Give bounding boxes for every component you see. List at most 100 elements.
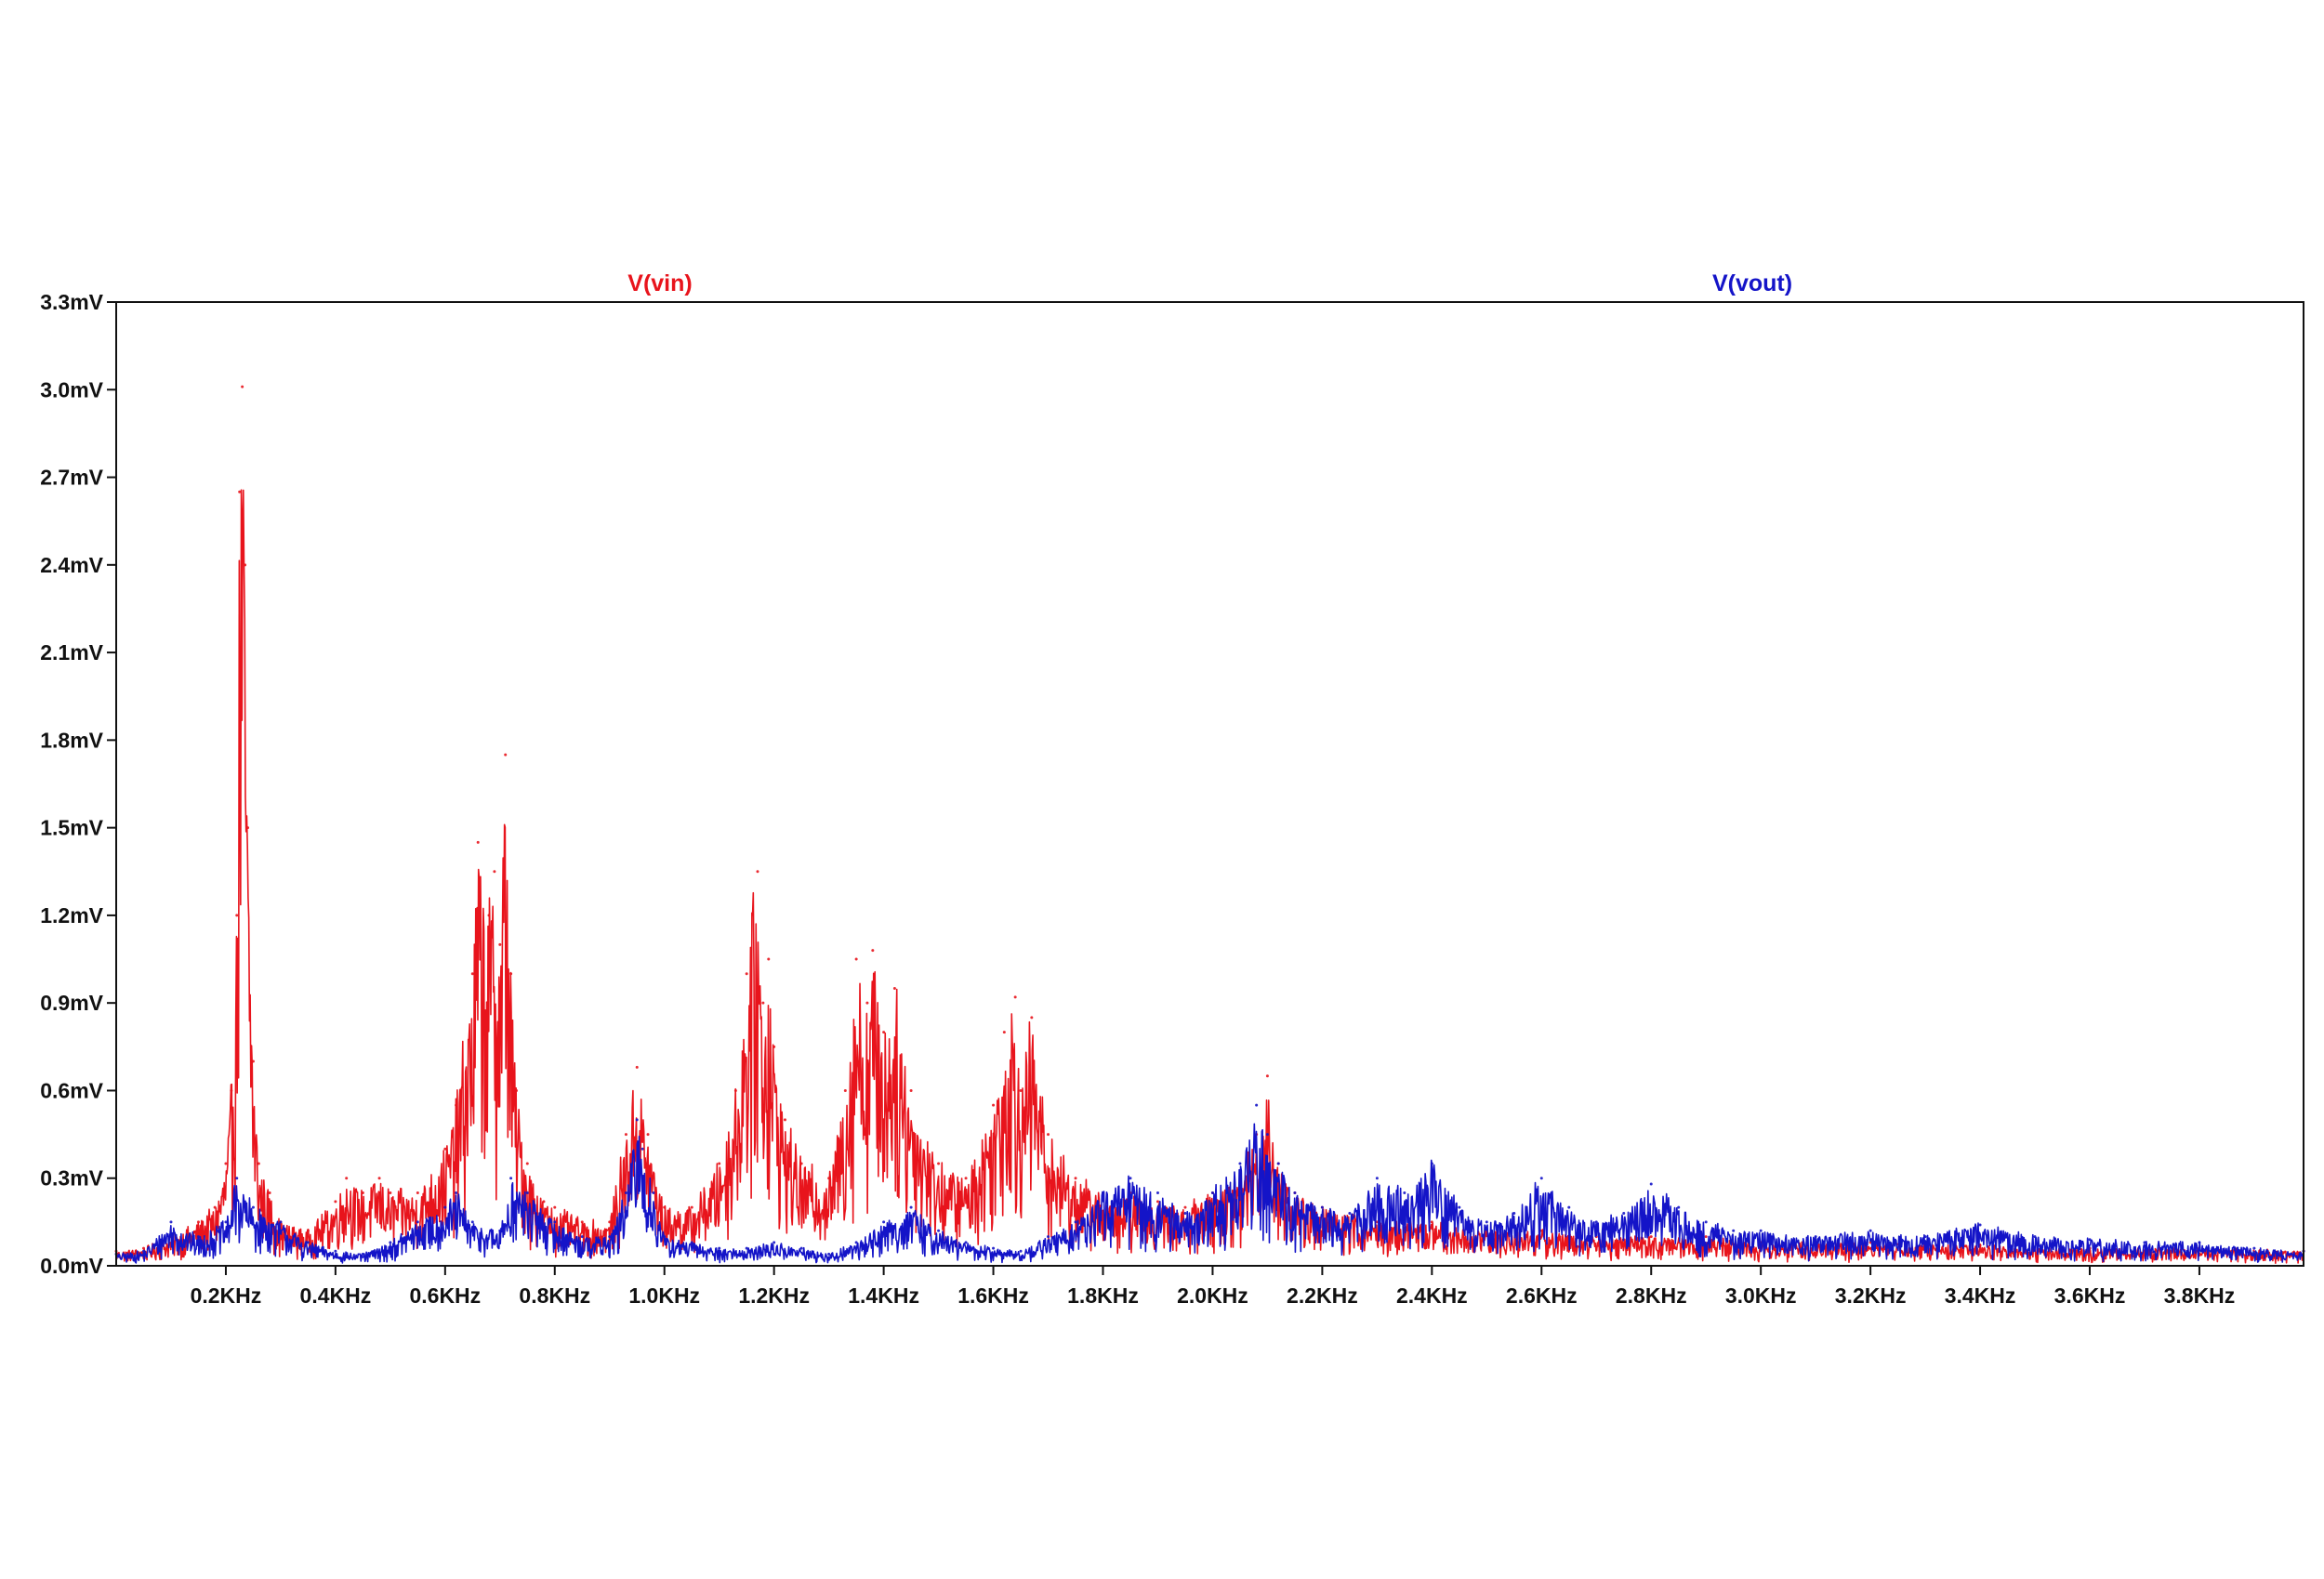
data-point: [389, 1241, 392, 1244]
data-point: [772, 1241, 776, 1244]
data-point: [1002, 1031, 1006, 1034]
data-point: [1430, 1220, 1433, 1224]
x-tick-label: 0.6KHz: [409, 1283, 481, 1308]
data-point: [443, 1205, 447, 1209]
data-point: [235, 1177, 239, 1180]
data-point: [1978, 1223, 1982, 1227]
data-point: [377, 1177, 381, 1180]
data-point: [244, 563, 247, 567]
data-point: [827, 1177, 831, 1180]
data-point: [1567, 1205, 1571, 1209]
data-point: [640, 1147, 644, 1151]
data-point: [1074, 1220, 1077, 1224]
series-layer: [114, 385, 2305, 1265]
data-point: [843, 1088, 847, 1092]
data-point: [663, 1205, 667, 1209]
data-point: [1155, 1200, 1159, 1204]
x-axis: 0.2KHz 0.4KHz 0.6KHz 0.8KHz 1.0KHz 1.2KHz 1.4K…: [191, 1266, 2235, 1308]
data-point: [268, 1191, 271, 1194]
data-point: [542, 1200, 546, 1204]
data-point: [1375, 1177, 1379, 1180]
data-point: [2088, 1238, 2092, 1242]
data-point: [1019, 1088, 1023, 1092]
data-point: [1183, 1205, 1187, 1209]
data-point: [608, 1220, 612, 1224]
data-point: [1649, 1235, 1653, 1239]
x-tick-label: 1.8KHz: [1067, 1283, 1139, 1308]
data-point: [761, 1001, 765, 1005]
data-point: [767, 957, 771, 961]
data-point: [196, 1220, 200, 1224]
data-point: [690, 1241, 693, 1244]
data-point: [964, 1177, 968, 1180]
y-tick-label: 0.3mV: [40, 1166, 103, 1191]
data-point: [1704, 1235, 1708, 1239]
data-point: [443, 1147, 447, 1151]
data-point: [224, 1162, 228, 1165]
data-point: [892, 986, 896, 990]
data-point: [246, 826, 250, 830]
y-tick-label: 1.5mV: [40, 816, 103, 840]
data-point: [1732, 1229, 1736, 1232]
data-point: [1210, 1191, 1214, 1194]
data-point: [799, 1246, 803, 1250]
data-point: [580, 1235, 584, 1239]
data-point: [306, 1229, 310, 1232]
data-point: [1102, 1191, 1104, 1194]
data-point: [389, 1191, 392, 1194]
data-point: [1759, 1229, 1763, 1232]
data-point: [882, 1031, 886, 1034]
data-point: [1539, 1177, 1543, 1180]
data-point: [1129, 1177, 1132, 1180]
y-tick-label: 3.3mV: [40, 290, 103, 314]
data-point: [756, 870, 759, 874]
plot-frame: [115, 301, 2304, 1267]
data-point: [854, 957, 858, 961]
x-tick-label: 3.4KHz: [1945, 1283, 2016, 1308]
y-tick-label: 1.8mV: [40, 728, 103, 752]
data-point: [1704, 1220, 1708, 1224]
data-point: [1047, 1235, 1050, 1239]
data-point: [1348, 1211, 1352, 1215]
data-point: [799, 1162, 803, 1165]
data-point: [2252, 1246, 2256, 1250]
x-tick-label: 0.8KHz: [519, 1283, 590, 1308]
data-point: [1868, 1229, 1872, 1232]
data-point: [1814, 1235, 1817, 1239]
data-point: [937, 1229, 941, 1232]
data-point: [1155, 1191, 1159, 1194]
data-point: [854, 1241, 858, 1244]
data-point: [1677, 1205, 1681, 1209]
data-point: [1238, 1162, 1242, 1165]
x-tick-label: 0.2KHz: [191, 1283, 262, 1308]
data-point: [487, 914, 491, 917]
data-point: [525, 1191, 529, 1194]
data-point: [306, 1241, 310, 1244]
x-tick-label: 0.4KHz: [300, 1283, 372, 1308]
x-tick-label: 3.0KHz: [1725, 1283, 1797, 1308]
x-tick-label: 2.8KHz: [1616, 1283, 1687, 1308]
y-axis: 0.0mV 0.3mV 0.6mV 0.9mV 1.2mV 1.5mV 1.8mV 2.1mV…: [40, 290, 116, 1278]
data-point: [1458, 1205, 1461, 1209]
x-tick-label: 1.6KHz: [957, 1283, 1029, 1308]
data-point: [1649, 1182, 1653, 1186]
data-point: [909, 1205, 913, 1209]
y-tick-label: 0.0mV: [40, 1254, 103, 1278]
data-point: [1923, 1235, 1927, 1239]
data-point: [230, 1088, 233, 1092]
x-tick-label: 1.4KHz: [848, 1283, 919, 1308]
x-tick-label: 1.0KHz: [628, 1283, 700, 1308]
data-point: [2033, 1235, 2037, 1239]
data-point: [334, 1200, 337, 1204]
y-tick-label: 0.6mV: [40, 1078, 103, 1102]
data-point: [624, 1133, 627, 1137]
data-point: [580, 1220, 584, 1224]
data-point: [646, 1133, 650, 1137]
data-point: [608, 1235, 612, 1239]
data-point: [1485, 1220, 1488, 1224]
legend-label-vout: V(vout): [1712, 270, 1792, 296]
data-point: [1265, 1074, 1269, 1078]
data-point: [241, 385, 244, 388]
data-point: [1255, 1103, 1259, 1107]
